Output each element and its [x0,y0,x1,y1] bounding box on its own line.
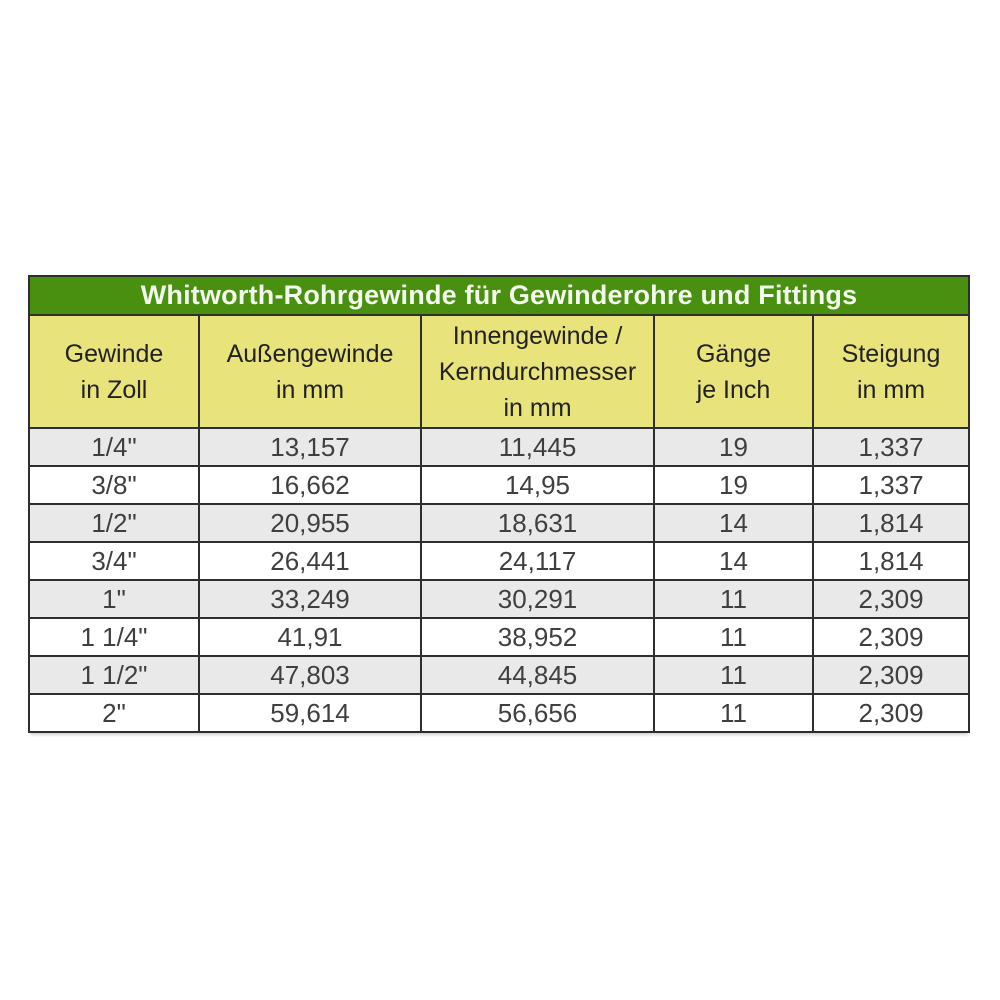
table-cell: 2,309 [811,579,971,619]
table-cell: 1,814 [811,541,971,581]
table-cell: 13,157 [198,427,422,467]
table-row: 3/4" 26,441 24,117 14 1,814 [28,541,971,581]
table-row: 1 1/4" 41,91 38,952 11 2,309 [28,617,971,657]
table-cell: 11 [653,693,814,733]
table-cell: 2,309 [811,617,971,657]
table-cell: 47,803 [198,655,422,695]
column-header-aussengewinde: Außengewinde in mm [198,314,422,429]
table-cell: 30,291 [420,579,655,619]
table-cell: 16,662 [198,465,422,505]
column-header-steigung: Steigung in mm [811,314,971,429]
table-cell: 1 1/4" [28,617,200,657]
table-cell: 1 1/2" [28,655,200,695]
table-cell: 2" [28,693,200,733]
column-header-innengewinde: Innengewinde / Kerndurchmesser in mm [420,314,655,429]
column-header-gaenge-je-inch: Gänge je Inch [653,314,814,429]
table-cell: 3/8" [28,465,200,505]
table-cell: 56,656 [420,693,655,733]
table-cell: 3/4" [28,541,200,581]
table-cell: 20,955 [198,503,422,543]
table-cell: 1/2" [28,503,200,543]
table-cell: 44,845 [420,655,655,695]
table-cell: 14,95 [420,465,655,505]
table-cell: 1,337 [811,427,971,467]
table-cell: 2,309 [811,655,971,695]
table-cell: 11 [653,655,814,695]
table-cell: 18,631 [420,503,655,543]
table-title-row: Whitworth-Rohrgewinde für Gewinderohre u… [27,275,971,316]
table-row: 1/4" 13,157 11,445 19 1,337 [28,427,971,467]
table-row: 2" 59,614 56,656 11 2,309 [28,693,971,733]
table-cell: 11,445 [420,427,655,467]
table-cell: 24,117 [420,541,655,581]
table-cell: 11 [653,579,814,619]
table-cell: 38,952 [420,617,655,657]
table-cell: 14 [653,541,814,581]
table-cell: 11 [653,617,814,657]
table-cell: 59,614 [198,693,422,733]
table-cell: 19 [653,465,814,505]
table-cell: 1,337 [811,465,971,505]
table-cell: 33,249 [198,579,422,619]
table-row: 1/2" 20,955 18,631 14 1,814 [28,503,971,543]
table-row: 1" 33,249 30,291 11 2,309 [28,579,971,619]
column-header-gewinde-in-zoll: Gewinde in Zoll [28,314,200,429]
table-title: Whitworth-Rohrgewinde für Gewinderohre u… [27,275,971,316]
whitworth-thread-table: Whitworth-Rohrgewinde für Gewinderohre u… [27,275,971,733]
table-cell: 1/4" [28,427,200,467]
table-cell: 2,309 [811,693,971,733]
table-cell: 41,91 [198,617,422,657]
table-cell: 14 [653,503,814,543]
table-row: 1 1/2" 47,803 44,845 11 2,309 [28,655,971,695]
table-cell: 1" [28,579,200,619]
table-row: 3/8" 16,662 14,95 19 1,337 [28,465,971,505]
table-cell: 19 [653,427,814,467]
table-cell: 1,814 [811,503,971,543]
column-header-row: Gewinde in Zoll Außengewinde in mm Innen… [28,314,971,429]
table-cell: 26,441 [198,541,422,581]
